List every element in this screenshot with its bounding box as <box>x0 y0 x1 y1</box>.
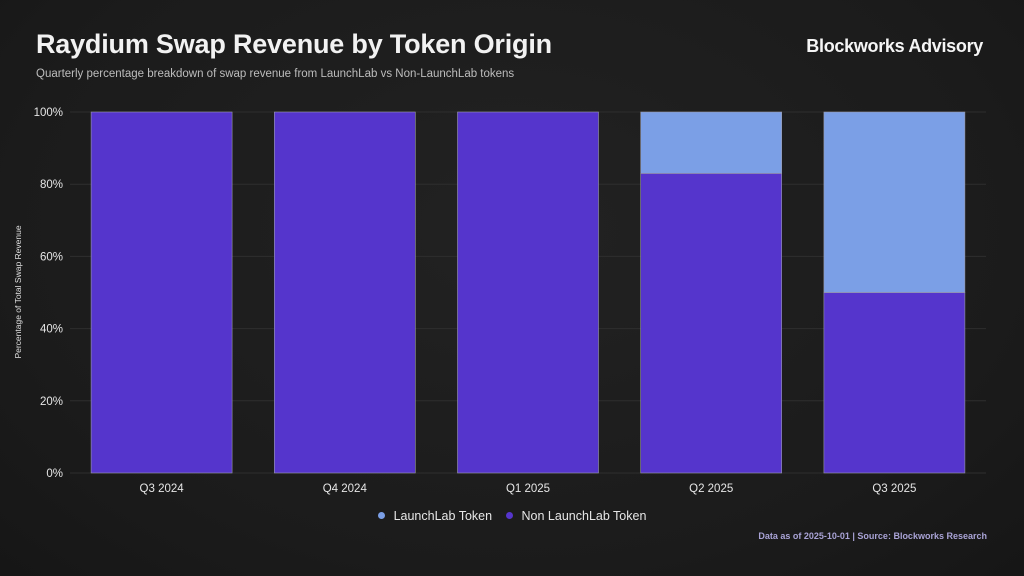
y-tick-label: 40% <box>40 324 63 336</box>
legend: LaunchLab Token Non LaunchLab Token <box>0 508 1024 523</box>
bars <box>90 111 966 474</box>
bar-non-launchlab-token-q4-2024[interactable] <box>273 111 416 474</box>
bar-launchlab-token-q3-2025[interactable] <box>823 111 966 293</box>
chart-subtitle: Quarterly percentage breakdown of swap r… <box>36 68 515 80</box>
x-axis-ticks: Q3 2024 Q4 2024 Q1 2025 Q2 2025 Q3 2025 <box>140 483 917 495</box>
y-tick-label: 0% <box>46 468 63 480</box>
x-tick-label: Q3 2025 <box>872 483 916 495</box>
bar-launchlab-token-q2-2025[interactable] <box>640 111 783 174</box>
legend-label-non-launchlab: Non LaunchLab Token <box>521 508 647 523</box>
y-tick-label: 20% <box>40 396 63 408</box>
x-tick-label: Q2 2025 <box>689 483 733 495</box>
legend-dot-launchlab <box>377 512 385 519</box>
x-tick-label: Q1 2025 <box>506 483 550 495</box>
x-tick-label: Q4 2024 <box>323 483 368 495</box>
y-tick-label: 100% <box>34 107 63 119</box>
y-tick-label: 60% <box>40 251 63 263</box>
bar-non-launchlab-token-q3-2025[interactable] <box>823 292 966 474</box>
brand-logo: Blockworks Advisory <box>806 36 983 56</box>
legend-label-launchlab: LaunchLab Token <box>393 508 493 523</box>
legend-dot-non-launchlab <box>505 512 513 519</box>
y-tick-label: 80% <box>40 179 63 191</box>
source-note: Data as of 2025-10-01 | Source: Blockwor… <box>758 531 987 541</box>
chart-title: Raydium Swap Revenue by Token Origin <box>36 29 552 59</box>
y-axis-ticks: 0% 20% 40% 60% 80% 100% <box>34 107 63 480</box>
bar-non-launchlab-token-q2-2025[interactable] <box>640 173 783 474</box>
legend-item-launchlab[interactable]: LaunchLab Token <box>377 508 493 523</box>
bar-non-launchlab-token-q1-2025[interactable] <box>457 111 599 474</box>
x-tick-label: Q3 2024 <box>140 483 185 495</box>
bar-non-launchlab-token-q3-2024[interactable] <box>90 111 233 474</box>
legend-item-non-launchlab[interactable]: Non LaunchLab Token <box>505 508 647 523</box>
y-axis-label: Percentage of Total Swap Revenue <box>13 225 23 358</box>
